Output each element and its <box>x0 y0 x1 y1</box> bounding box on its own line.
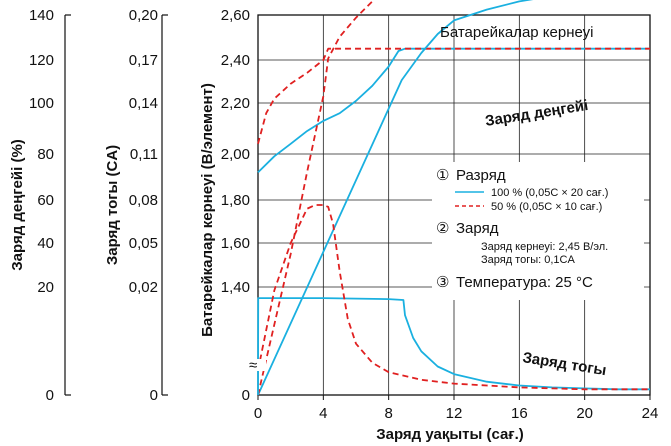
voltage-tick-label: 2,20 <box>221 95 250 112</box>
series-line-current-dashed <box>257 204 650 391</box>
axis-break-mark: ≈ <box>249 357 257 374</box>
capacity-tick-label: 60 <box>37 192 54 209</box>
x-tick-label: 8 <box>384 405 392 422</box>
voltage-curve-label: Батарейкалар кернеуі <box>440 24 594 41</box>
capacity-tick-label: 40 <box>37 235 54 252</box>
capacity-tick-labels: 0 20 40 60 80 100 120 140 <box>29 7 54 404</box>
current-tick-label: 0,08 <box>129 192 158 209</box>
x-tick-label: 12 <box>446 405 463 422</box>
axis-break-mask <box>250 359 266 371</box>
legend-discharge-title: Разряд <box>456 167 506 184</box>
voltage-tick-label: 0 <box>242 387 250 404</box>
series-line-capacity-dashed <box>257 0 376 396</box>
legend-item-50: 50 % (0,05C × 10 сағ.) <box>491 201 602 213</box>
voltage-tick-label: 1,80 <box>221 192 250 209</box>
legend-charge-number: ② <box>436 220 449 237</box>
capacity-tick-label: 0 <box>46 387 54 404</box>
x-axis-title: Заряд уақыты (сағ.) <box>376 426 524 443</box>
current-axis-title: Заряд тогы (CA) <box>104 145 121 265</box>
x-tick-labels: 0 4 8 12 16 20 24 <box>254 405 659 422</box>
legend-temperature-number: ③ <box>436 274 449 291</box>
capacity-axis-title: Заряд деңгейі (%) <box>9 139 26 271</box>
current-tick-label: 0,20 <box>129 7 158 24</box>
voltage-axis-title: Батарейкалар кернеуі (В/элемент) <box>199 83 216 337</box>
voltage-tick-label: 2,60 <box>221 7 250 24</box>
capacity-tick-label: 20 <box>37 279 54 296</box>
x-tick-label: 4 <box>319 405 327 422</box>
current-tick-label: 0,11 <box>130 146 158 163</box>
x-tick-label: 20 <box>576 405 593 422</box>
voltage-tick-label: 2,00 <box>221 146 250 163</box>
current-tick-label: 0,05 <box>129 235 158 252</box>
series-line-current-solid <box>257 297 650 396</box>
level-curve-label: Заряд деңгейі <box>484 97 589 130</box>
capacity-tick-label: 140 <box>29 7 54 24</box>
voltage-tick-label: 1,40 <box>221 279 250 296</box>
capacity-tick-label: 100 <box>29 95 54 112</box>
capacity-tick-label: 80 <box>37 146 54 163</box>
legend-bg <box>432 162 644 300</box>
current-curve-label: Заряд тогы <box>521 349 607 379</box>
legend-charge-title: Заряд <box>456 220 499 237</box>
current-tick-label: 0 <box>150 387 158 404</box>
legend-charge-voltage: Заряд кернеуі: 2,45 В/эл. <box>481 241 608 253</box>
voltage-tick-labels: 0 1,40 1,60 1,80 2,00 2,20 2,40 2,60 <box>221 7 250 404</box>
legend-temperature-text: Температура: 25 °C <box>456 274 593 291</box>
current-tick-label: 0,02 <box>129 279 158 296</box>
voltage-tick-label: 1,60 <box>221 235 250 252</box>
series-line-capacity-solid <box>257 0 534 396</box>
x-tick-label: 24 <box>642 405 659 422</box>
capacity-tick-label: 120 <box>29 52 54 69</box>
legend: ① Разряд 100 % (0,05C × 20 сағ.) 50 % (0… <box>432 162 644 300</box>
series-line-voltage-dashed <box>257 47 650 145</box>
current-tick-label: 0,14 <box>129 95 158 112</box>
x-tick-label: 16 <box>511 405 528 422</box>
series-group <box>257 0 650 396</box>
current-tick-labels: 0 0,02 0,05 0,08 0,11 0,14 0,17 0,20 <box>129 7 158 404</box>
legend-discharge-number: ① <box>436 167 449 184</box>
legend-item-100: 100 % (0,05C × 20 сағ.) <box>491 187 608 199</box>
current-tick-label: 0,17 <box>129 52 158 69</box>
legend-charge-current: Заряд тогы: 0,1CA <box>481 254 575 266</box>
voltage-tick-label: 2,40 <box>221 52 250 69</box>
x-tick-label: 0 <box>254 405 262 422</box>
